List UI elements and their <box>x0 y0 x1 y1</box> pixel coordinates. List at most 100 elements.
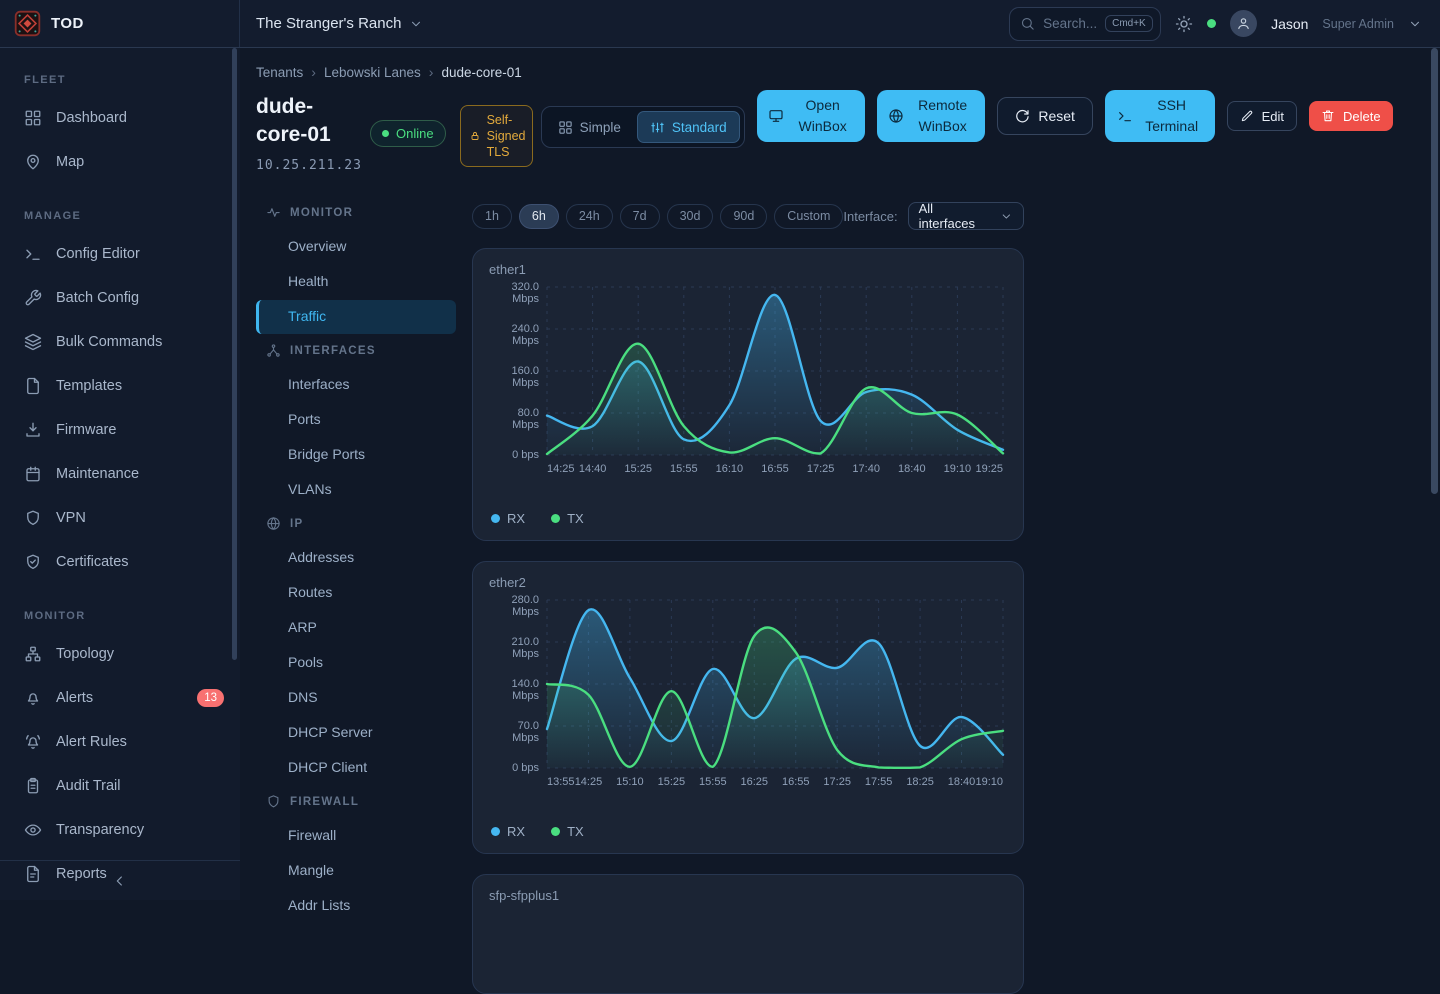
time-range-7d[interactable]: 7d <box>620 204 660 229</box>
delete-button[interactable]: Delete <box>1309 101 1393 131</box>
view-toggle-simple[interactable]: Simple <box>546 111 633 143</box>
sidebar-item-topology[interactable]: Topology <box>0 632 240 676</box>
svg-text:17:40: 17:40 <box>852 463 880 475</box>
edit-button[interactable]: Edit <box>1227 101 1297 131</box>
sidebar-item-firmware[interactable]: Firmware <box>0 408 240 452</box>
time-range-custom[interactable]: Custom <box>774 204 843 229</box>
search-input[interactable]: Search... Cmd+K <box>1009 7 1161 41</box>
chevron-down-icon <box>409 17 423 31</box>
subnav-item-dns[interactable]: DNS <box>256 681 456 715</box>
svg-text:14:40: 14:40 <box>579 463 607 475</box>
svg-text:15:55: 15:55 <box>670 463 698 475</box>
subnav-item-addr-lists[interactable]: Addr Lists <box>256 889 456 923</box>
sidebar-item-transparency[interactable]: Transparency <box>0 808 240 852</box>
reset-button[interactable]: Reset <box>997 97 1093 135</box>
grid-icon <box>24 109 42 127</box>
tenant-selector[interactable]: The Stranger's Ranch <box>256 15 423 32</box>
sidebar-item-maintenance[interactable]: Maintenance <box>0 452 240 496</box>
subnav-section-interfaces: INTERFACES <box>256 335 456 367</box>
chevron-down-icon <box>1000 210 1013 223</box>
subnav-item-vlans[interactable]: VLANs <box>256 473 456 507</box>
view-toggle-standard[interactable]: Standard <box>637 111 740 143</box>
open-winbox-button[interactable]: Open WinBox <box>757 90 865 142</box>
time-range-1h[interactable]: 1h <box>472 204 512 229</box>
view-mode-toggle: Simple Standard <box>541 106 745 148</box>
svg-text:80.0Mbps: 80.0Mbps <box>512 407 539 431</box>
subnav-item-bridge-ports[interactable]: Bridge Ports <box>256 438 456 472</box>
subnav-item-interfaces[interactable]: Interfaces <box>256 368 456 402</box>
subnav-item-traffic[interactable]: Traffic <box>256 300 456 334</box>
breadcrumb-device: dude-core-01 <box>441 65 521 80</box>
subnav-item-firewall[interactable]: Firewall <box>256 819 456 853</box>
theme-toggle-sun-icon[interactable] <box>1175 15 1193 33</box>
tls-warning-badge: Self-Signed TLS <box>460 105 533 167</box>
user-menu-chevron-icon[interactable] <box>1408 17 1422 31</box>
chart-legend: RXTX <box>489 509 1007 530</box>
subnav-item-dhcp-server[interactable]: DHCP Server <box>256 716 456 750</box>
subnav-item-addresses[interactable]: Addresses <box>256 541 456 575</box>
interface-filter-select[interactable]: All interfaces <box>908 202 1024 230</box>
main-scrollbar[interactable] <box>1431 48 1438 494</box>
sidebar-section-fleet: FLEET <box>0 74 240 86</box>
breadcrumb-tenant[interactable]: Lebowski Lanes <box>324 65 421 80</box>
sidebar-item-certificates[interactable]: Certificates <box>0 540 240 584</box>
subnav-item-overview[interactable]: Overview <box>256 230 456 264</box>
sidebar-scrollbar[interactable] <box>232 48 237 660</box>
subnav-item-ports[interactable]: Ports <box>256 403 456 437</box>
subnav-item-dhcp-client[interactable]: DHCP Client <box>256 751 456 785</box>
user-name: Jason <box>1271 16 1308 32</box>
user-role: Super Admin <box>1322 17 1394 31</box>
svg-text:17:25: 17:25 <box>823 776 851 788</box>
shield-check-icon <box>24 553 42 571</box>
sidebar-item-audit-trail[interactable]: Audit Trail <box>0 764 240 808</box>
svg-text:320.0Mbps: 320.0Mbps <box>511 281 539 305</box>
globe-icon <box>266 516 281 531</box>
remote-winbox-button[interactable]: Remote WinBox <box>877 90 985 142</box>
svg-text:16:25: 16:25 <box>741 776 769 788</box>
time-range-24h[interactable]: 24h <box>566 204 613 229</box>
svg-text:16:55: 16:55 <box>782 776 810 788</box>
subnav-item-health[interactable]: Health <box>256 265 456 299</box>
sidebar-item-label: Transparency <box>56 822 144 838</box>
sidebar-item-vpn[interactable]: VPN <box>0 496 240 540</box>
ssh-terminal-button[interactable]: SSH Terminal <box>1105 90 1215 142</box>
time-range-selector: 1h 6h 24h 7d 30d90d Custom <box>472 204 843 229</box>
sidebar-collapse-button[interactable] <box>0 860 240 900</box>
svg-text:210.0Mbps: 210.0Mbps <box>511 636 539 660</box>
status-badge-online: Online <box>370 120 446 147</box>
avatar[interactable] <box>1230 10 1257 37</box>
time-range-90d[interactable]: 90d <box>720 204 767 229</box>
sidebar-item-batch-config[interactable]: Batch Config <box>0 276 240 320</box>
eye-icon <box>24 821 42 839</box>
subnav-item-arp[interactable]: ARP <box>256 611 456 645</box>
sidebar-item-config-editor[interactable]: Config Editor <box>0 232 240 276</box>
sidebar-item-map[interactable]: Map <box>0 140 240 184</box>
sidebar-item-alerts[interactable]: Alerts13 <box>0 676 240 720</box>
subnav-item-pools[interactable]: Pools <box>256 646 456 680</box>
svg-text:13:55: 13:55 <box>547 776 575 788</box>
sidebar-item-bulk-commands[interactable]: Bulk Commands <box>0 320 240 364</box>
sidebar-item-label: Templates <box>56 378 122 394</box>
sidebar-item-label: Firmware <box>56 422 116 438</box>
sidebar-item-dashboard[interactable]: Dashboard <box>0 96 240 140</box>
subnav-item-mangle[interactable]: Mangle <box>256 854 456 888</box>
sidebar-item-alert-rules[interactable]: Alert Rules <box>0 720 240 764</box>
sidebar-item-label: Config Editor <box>56 246 140 262</box>
time-range-30d[interactable]: 30d <box>667 204 714 229</box>
svg-text:18:40: 18:40 <box>948 776 976 788</box>
subnav-item-routes[interactable]: Routes <box>256 576 456 610</box>
download-icon <box>24 421 42 439</box>
calendar-icon <box>24 465 42 483</box>
svg-text:19:25: 19:25 <box>975 463 1003 475</box>
legend-dot-icon <box>491 514 500 523</box>
time-range-6h[interactable]: 6h <box>519 204 559 229</box>
sidebar-item-label: Audit Trail <box>56 778 120 794</box>
page-header: dude-core-01 10.25.211.23 Online Self-Si… <box>256 93 1440 173</box>
topology-icon <box>24 645 42 663</box>
pencil-icon <box>1240 109 1254 123</box>
topbar: TOD The Stranger's Ranch Search... Cmd+K… <box>0 0 1440 48</box>
online-dot-icon <box>382 130 389 137</box>
sidebar-item-templates[interactable]: Templates <box>0 364 240 408</box>
device-subnav: MONITOROverviewHealthTrafficINTERFACESIn… <box>256 197 456 994</box>
breadcrumb-tenants[interactable]: Tenants <box>256 65 303 80</box>
